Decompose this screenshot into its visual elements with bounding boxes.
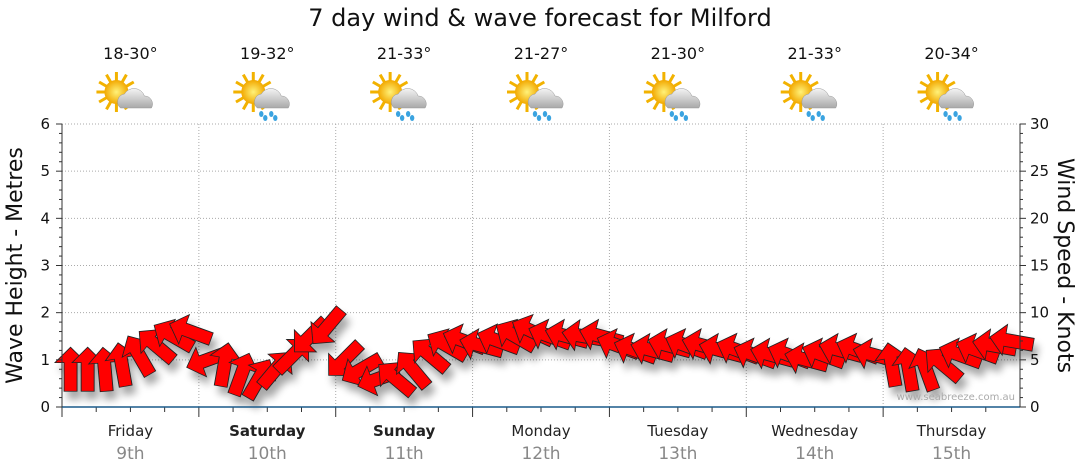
rain-drop bbox=[806, 111, 811, 117]
rain-drop bbox=[395, 111, 401, 117]
y2-tick-label: 25 bbox=[1030, 162, 1049, 180]
day-name: Wednesday bbox=[771, 422, 858, 440]
wind-arrow bbox=[121, 335, 157, 378]
temperature-range: 18-30° bbox=[103, 44, 158, 63]
watermark: www.seabreeze.com.au bbox=[897, 392, 1015, 403]
sun-cloud-rain-icon bbox=[507, 72, 564, 121]
rain-drop bbox=[673, 115, 679, 121]
wind-arrow bbox=[341, 352, 385, 387]
temperature-range: 21-33° bbox=[377, 44, 432, 63]
cloud bbox=[527, 88, 564, 109]
sun-cloud-rain-icon bbox=[233, 72, 290, 121]
cloud bbox=[254, 88, 290, 109]
y-tick-label: 2 bbox=[40, 304, 50, 322]
sun-cloud-rain-icon bbox=[917, 72, 974, 121]
cloud bbox=[664, 88, 701, 109]
rain-drop bbox=[542, 111, 548, 117]
temperature-range: 21-27° bbox=[514, 44, 569, 63]
rain-drop bbox=[405, 111, 411, 117]
cloud bbox=[801, 88, 838, 109]
wind-arrow bbox=[310, 305, 347, 345]
sun-cloud-rain-icon bbox=[780, 72, 838, 121]
y-tick-label: 4 bbox=[40, 209, 50, 227]
rain-drop bbox=[679, 111, 685, 117]
rain-drop bbox=[669, 111, 675, 117]
rain-drop bbox=[536, 115, 542, 121]
rain-drop bbox=[816, 111, 821, 117]
wind-arrow bbox=[925, 347, 965, 385]
y-tick-label: 3 bbox=[40, 257, 50, 275]
day-name: Friday bbox=[108, 422, 154, 440]
cloud bbox=[391, 88, 427, 109]
y2-tick-label: 20 bbox=[1030, 209, 1049, 227]
wind-arrow bbox=[378, 361, 418, 399]
sun-cloud-rain-icon bbox=[643, 72, 701, 121]
day-name: Saturday bbox=[229, 422, 306, 440]
temperature-range: 21-30° bbox=[651, 44, 706, 63]
y-tick-label: 5 bbox=[40, 162, 50, 180]
temperature-range: 19-32° bbox=[240, 44, 295, 63]
rain-drop bbox=[399, 115, 405, 121]
day-date: 13th bbox=[658, 444, 697, 464]
day-date: 11th bbox=[385, 444, 424, 464]
wind-arrow bbox=[989, 323, 1035, 357]
wind-arrow bbox=[169, 313, 214, 346]
rain-drop bbox=[810, 115, 815, 121]
rain-drop bbox=[820, 115, 825, 121]
rain-drop bbox=[953, 111, 958, 117]
y-tick-label: 1 bbox=[40, 351, 50, 369]
chart-title: 7 day wind & wave forecast for Milford bbox=[308, 4, 772, 32]
rain-drop bbox=[269, 111, 274, 117]
y2-tick-label: 10 bbox=[1030, 304, 1049, 322]
day-date: 12th bbox=[521, 444, 560, 464]
y2-axis-label: Wind Speed - Knots bbox=[1052, 158, 1077, 373]
y-tick-label: 6 bbox=[40, 115, 50, 133]
rain-drop bbox=[532, 111, 538, 117]
rain-drop bbox=[273, 115, 278, 121]
day-date: 15th bbox=[932, 444, 971, 464]
sun-cloud-rain-icon bbox=[370, 72, 427, 121]
y2-tick-label: 15 bbox=[1030, 257, 1049, 275]
day-date: 9th bbox=[116, 444, 144, 464]
y2-tick-label: 30 bbox=[1030, 115, 1049, 133]
wind-arrow bbox=[874, 342, 907, 388]
y-axis-label: Wave Height - Metres bbox=[3, 147, 28, 384]
rain-drop bbox=[957, 115, 962, 121]
day-name: Tuesday bbox=[646, 422, 708, 440]
sun-cloud-icon bbox=[96, 72, 153, 112]
wind-arrow bbox=[412, 338, 452, 375]
cloud bbox=[938, 88, 974, 109]
rain-drop bbox=[263, 115, 268, 121]
wind-arrow bbox=[395, 351, 433, 391]
day-name: Sunday bbox=[373, 422, 436, 440]
rain-drop bbox=[943, 111, 948, 117]
rain-drop bbox=[947, 115, 952, 121]
y2-tick-label: 5 bbox=[1030, 351, 1040, 369]
rain-drop bbox=[259, 111, 264, 117]
day-name: Thursday bbox=[916, 422, 987, 440]
rain-drop bbox=[546, 115, 552, 121]
wind-arrow bbox=[138, 328, 178, 366]
rain-drop bbox=[683, 115, 689, 121]
day-date: 10th bbox=[248, 444, 287, 464]
day-name: Monday bbox=[511, 422, 570, 440]
rain-drop bbox=[409, 115, 415, 121]
y-tick-label: 0 bbox=[40, 398, 50, 416]
wind-arrow bbox=[209, 342, 242, 388]
cloud bbox=[117, 88, 153, 109]
temperature-range: 21-33° bbox=[787, 44, 842, 63]
temperature-range: 20-34° bbox=[924, 44, 979, 63]
day-date: 14th bbox=[795, 444, 834, 464]
y2-tick-label: 0 bbox=[1030, 398, 1040, 416]
